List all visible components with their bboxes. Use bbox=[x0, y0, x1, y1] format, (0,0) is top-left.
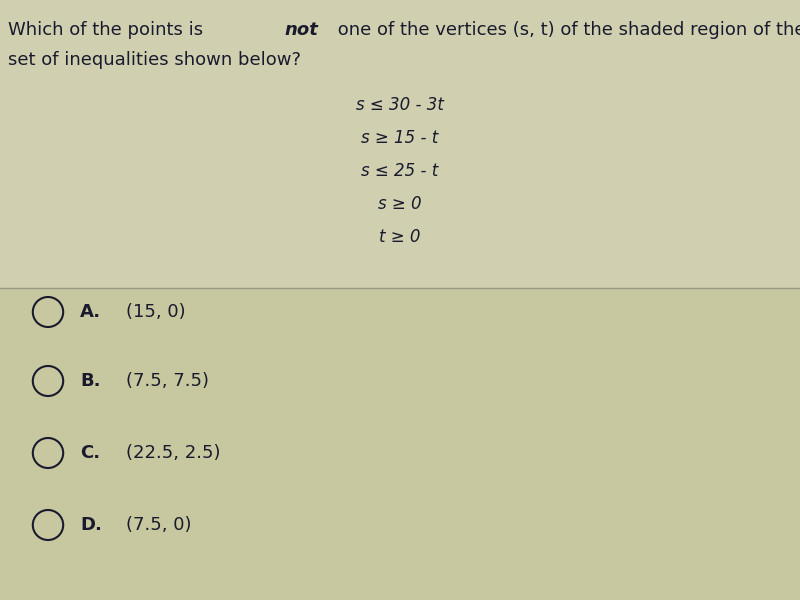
Text: D.: D. bbox=[80, 516, 102, 534]
Text: s ≤ 30 - 3t: s ≤ 30 - 3t bbox=[356, 96, 444, 114]
Text: s ≥ 0: s ≥ 0 bbox=[378, 195, 422, 213]
Text: t ≥ 0: t ≥ 0 bbox=[379, 228, 421, 246]
Text: A.: A. bbox=[80, 303, 101, 321]
Text: B.: B. bbox=[80, 372, 101, 390]
Text: C.: C. bbox=[80, 444, 100, 462]
Text: (15, 0): (15, 0) bbox=[126, 303, 186, 321]
Text: s ≥ 15 - t: s ≥ 15 - t bbox=[362, 129, 438, 147]
Text: (22.5, 2.5): (22.5, 2.5) bbox=[126, 444, 221, 462]
FancyBboxPatch shape bbox=[0, 288, 800, 600]
FancyBboxPatch shape bbox=[0, 0, 800, 288]
Text: set of inequalities shown below?: set of inequalities shown below? bbox=[8, 51, 301, 69]
Text: not: not bbox=[284, 21, 318, 39]
Text: one of the vertices (s, t) of the shaded region of the: one of the vertices (s, t) of the shaded… bbox=[332, 21, 800, 39]
Text: (7.5, 7.5): (7.5, 7.5) bbox=[126, 372, 210, 390]
Text: (7.5, 0): (7.5, 0) bbox=[126, 516, 192, 534]
Text: s ≤ 25 - t: s ≤ 25 - t bbox=[362, 162, 438, 180]
Text: Which of the points is: Which of the points is bbox=[8, 21, 209, 39]
